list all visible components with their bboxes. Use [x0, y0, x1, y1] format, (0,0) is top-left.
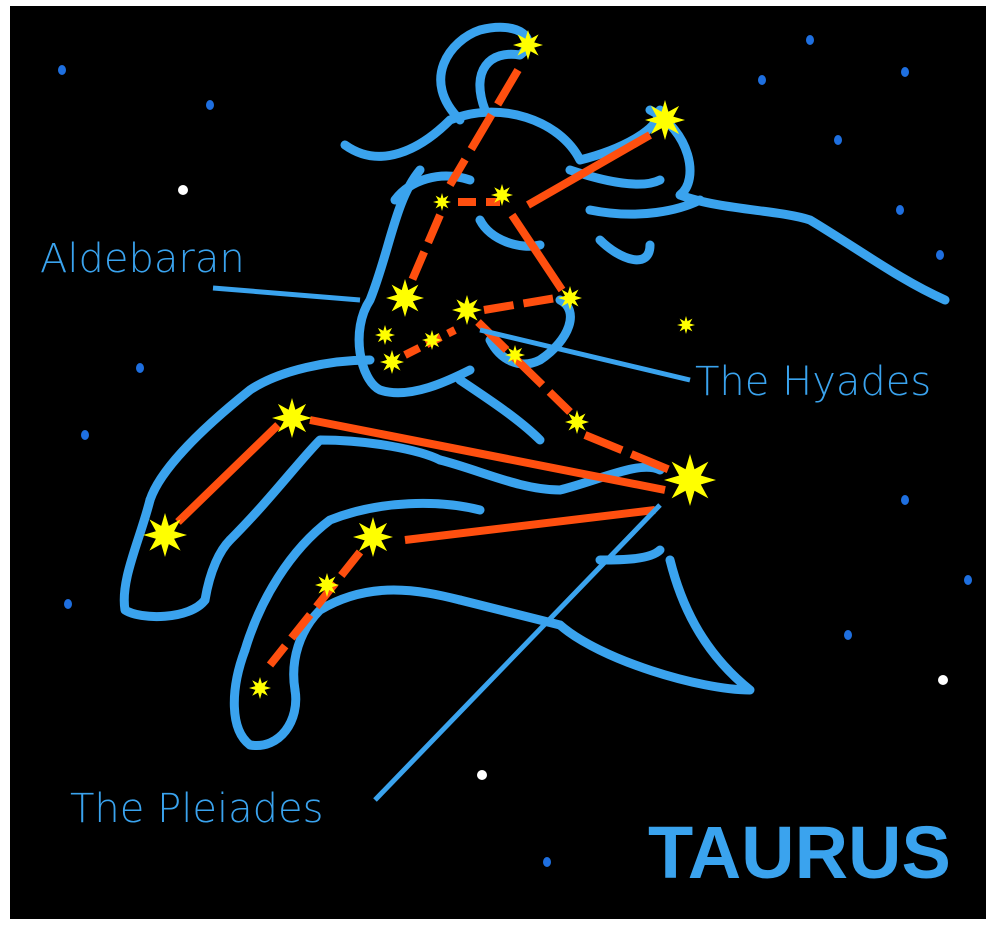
star — [565, 410, 589, 434]
star — [143, 513, 187, 557]
label-pleiades: The Pleiades — [70, 786, 323, 832]
line — [508, 212, 566, 293]
blue-dot — [543, 857, 551, 867]
blue-dot — [64, 599, 72, 609]
blue-dot — [936, 250, 944, 260]
star — [380, 350, 404, 374]
label-aldebaran: Aldebaran — [40, 236, 245, 282]
blue-dot — [834, 135, 842, 145]
blue-dot — [901, 67, 909, 77]
blue-dot — [964, 575, 972, 585]
star — [272, 398, 312, 438]
pointer — [479, 327, 691, 383]
star — [353, 517, 393, 557]
line — [309, 416, 666, 494]
star — [249, 677, 271, 699]
blue-dot — [81, 430, 89, 440]
pointer-lines — [212, 285, 691, 802]
white-dot — [178, 185, 188, 195]
star — [664, 454, 716, 506]
star — [386, 279, 424, 317]
star — [422, 330, 442, 350]
star — [513, 30, 543, 60]
blue-dot — [758, 75, 766, 85]
blue-dot — [206, 100, 214, 110]
line — [583, 431, 672, 474]
white-dot — [477, 770, 487, 780]
line — [526, 131, 652, 209]
line — [404, 506, 656, 544]
blue-dot — [901, 495, 909, 505]
pointer — [373, 503, 662, 802]
blue-dot — [844, 630, 852, 640]
blue-dot — [58, 65, 66, 75]
star — [505, 345, 525, 365]
line — [446, 67, 522, 188]
star — [315, 573, 339, 597]
star — [645, 100, 685, 140]
star — [433, 193, 451, 211]
bull-outline — [119, 22, 950, 750]
title: TAURUS — [648, 811, 951, 894]
orange-lines — [175, 67, 672, 668]
line — [266, 549, 364, 668]
star — [452, 295, 482, 325]
star — [677, 316, 695, 334]
white-dot — [938, 675, 948, 685]
star — [491, 184, 513, 206]
line — [483, 294, 557, 314]
line — [475, 319, 573, 415]
line — [406, 213, 444, 287]
star — [558, 286, 582, 310]
line — [175, 422, 281, 525]
blue-dot — [806, 35, 814, 45]
stars — [143, 30, 716, 699]
blue-dot — [896, 205, 904, 215]
star — [375, 325, 395, 345]
pointer — [212, 285, 361, 303]
blue-dot — [136, 363, 144, 373]
label-hyades: The Hyades — [695, 359, 931, 405]
